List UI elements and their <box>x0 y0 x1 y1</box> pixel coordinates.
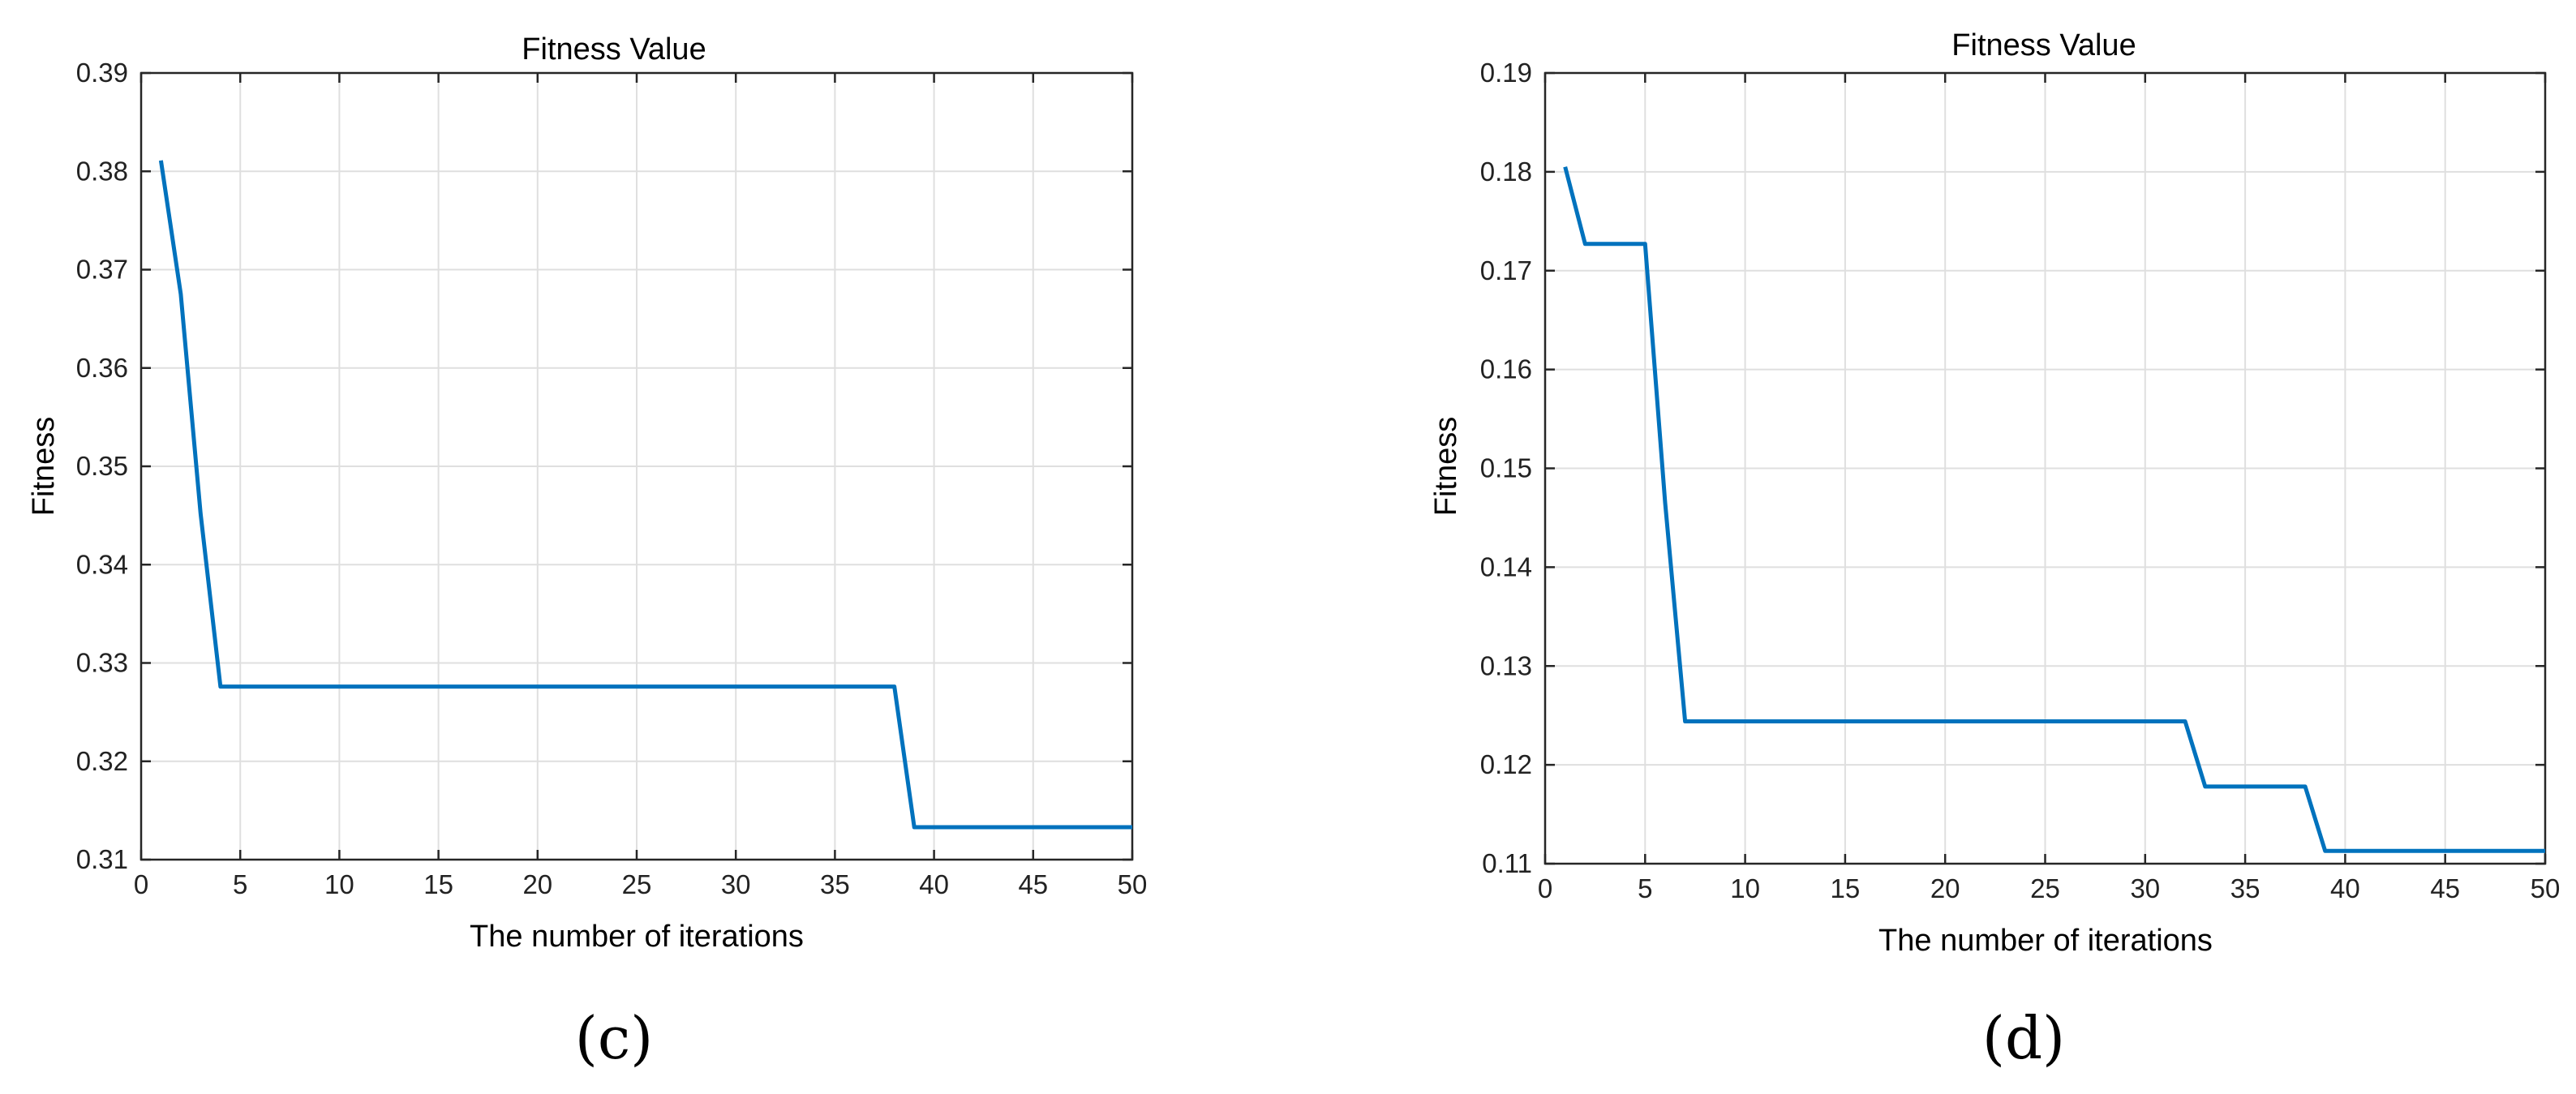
y-tick-labels: 0.11 0.12 0.13 0.14 0.15 0.16 0.17 0.18 0.19 <box>1480 58 1532 878</box>
x-tick-label: 40 <box>919 869 949 899</box>
x-tick-label: 45 <box>2430 873 2460 903</box>
x-tick-label: 45 <box>1018 869 1048 899</box>
x-axis-label: The number of iterations <box>1878 924 2213 958</box>
x-tick-label: 35 <box>2230 873 2260 903</box>
x-tick-label: 25 <box>2030 873 2060 903</box>
x-tick-label: 20 <box>522 869 552 899</box>
y-tick-label: 0.13 <box>1480 650 1532 680</box>
chart-panel-d: Fitness Value 0.110.120.130.140.150.160.… <box>1429 28 2560 1072</box>
y-tick-label: 0.33 <box>76 648 128 678</box>
x-tick-label: 5 <box>233 869 247 899</box>
x-tick-label: 0 <box>134 869 148 899</box>
chart-title: Fitness Value <box>522 32 706 66</box>
panel-label-d: (d) <box>1982 1004 2065 1072</box>
y-tick-label: 0.18 <box>1480 157 1532 187</box>
chart-panel-c: Fitness Value 0.310.320.330.340.350.360.… <box>27 32 1147 1072</box>
y-tick-label: 0.32 <box>76 746 128 776</box>
x-tick-labels: 0 5 10 15 20 25 30 35 40 45 50 <box>134 869 1148 899</box>
y-tick-label: 0.16 <box>1480 354 1532 384</box>
y-tick-label: 0.37 <box>76 255 128 285</box>
x-tick-label: 50 <box>1118 869 1148 899</box>
x-tick-label: 5 <box>1638 873 1652 903</box>
y-axis-label: Fitness <box>27 417 61 516</box>
x-tick-label: 15 <box>1831 873 1861 903</box>
fitness-series-line <box>158 160 1132 830</box>
x-tick-label: 10 <box>1730 873 1760 903</box>
y-tick-label: 0.11 <box>1482 848 1532 878</box>
series-lines <box>1563 166 2545 853</box>
y-tick-label: 0.36 <box>76 353 128 383</box>
y-tick-label: 0.31 <box>76 844 128 874</box>
y-tick-label: 0.15 <box>1480 453 1532 483</box>
x-tick-label: 20 <box>1930 873 1960 903</box>
y-tick-label: 0.38 <box>76 156 128 186</box>
x-tick-label: 15 <box>423 869 453 899</box>
y-tick-label: 0.17 <box>1480 255 1532 285</box>
x-tick-label: 0 <box>1538 873 1552 903</box>
series-lines <box>158 160 1132 830</box>
chart-title: Fitness Value <box>1951 28 2136 62</box>
x-tick-label: 30 <box>2130 873 2160 903</box>
y-tick-label: 0.14 <box>1480 551 1532 581</box>
gridlines <box>140 72 1133 860</box>
x-tick-label: 30 <box>721 869 751 899</box>
y-tick-label: 0.19 <box>1480 58 1532 88</box>
y-tick-label: 0.34 <box>76 549 128 579</box>
x-tick-label: 50 <box>2531 873 2561 903</box>
y-axis-label: Fitness <box>1429 417 1463 516</box>
y-tick-labels: 0.31 0.32 0.33 0.34 0.35 0.36 0.37 0.38 0.39 <box>76 58 128 874</box>
x-axis-label: The number of iterations <box>470 920 804 954</box>
tick-marks <box>140 71 1134 861</box>
x-tick-label: 40 <box>2330 873 2360 903</box>
x-tick-label: 25 <box>622 869 652 899</box>
gridlines <box>1544 72 2546 864</box>
x-tick-label: 35 <box>820 869 850 899</box>
panel-label-c: (c) <box>575 1004 654 1072</box>
y-tick-label: 0.39 <box>76 58 128 88</box>
fitness-series-line <box>1563 166 2545 853</box>
x-tick-label: 10 <box>324 869 354 899</box>
y-tick-label: 0.12 <box>1480 749 1532 779</box>
x-tick-labels: 0 5 10 15 20 25 30 35 40 45 50 <box>1538 873 2561 903</box>
y-tick-label: 0.35 <box>76 451 128 481</box>
tick-marks <box>1543 71 2547 865</box>
